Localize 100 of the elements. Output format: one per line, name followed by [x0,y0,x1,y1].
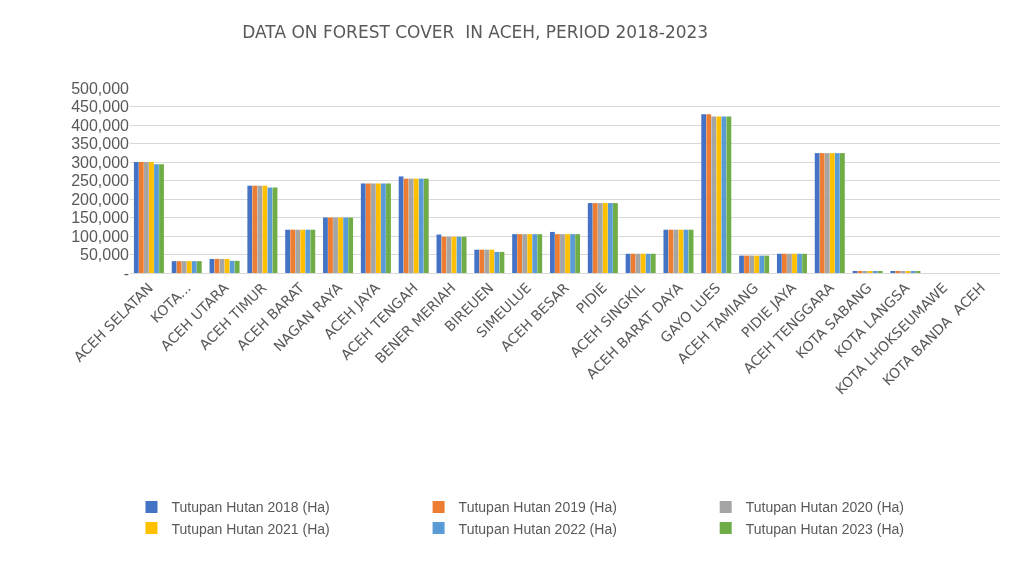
bar [381,183,386,273]
bar [834,153,840,273]
bar [749,255,754,273]
legend-label: Tutupan Hutan 2021 (Ha) [171,520,330,537]
bar [613,203,618,273]
bar [522,234,528,273]
bar [527,234,533,273]
y-tick-label: - [123,264,129,282]
y-tick-label: 150,000 [71,209,130,227]
bar [171,261,177,273]
bar [305,229,311,273]
bar [403,178,409,273]
bar [176,261,182,273]
bar [570,234,575,273]
chart-title: DATA ON FOREST COVER IN ACEH, PERIOD 2018-2023 [242,22,709,43]
bar [744,255,749,273]
bar [829,153,835,273]
bar [663,229,669,273]
bar [512,234,517,273]
bar [418,178,424,273]
y-tick-label: 300,000 [71,153,130,171]
bar [635,253,641,273]
bar [181,261,187,273]
bar [739,255,744,273]
bar [602,203,608,273]
bar [408,178,414,273]
bar [824,153,830,273]
bar [159,164,164,273]
bar [575,234,580,273]
bar [776,253,782,273]
bar [555,234,560,273]
bar [149,162,154,273]
bar [645,253,651,273]
legend-label: Tutupan Hutan 2020 (Ha) [745,499,904,516]
bar [257,185,263,273]
bar [333,217,338,273]
bar [489,249,495,273]
bar [711,116,717,273]
bar [560,234,565,273]
bar [787,253,792,273]
bar [360,183,366,273]
bar [550,231,555,273]
bar [814,153,820,273]
bar [154,164,159,273]
bar [532,234,538,273]
bar [650,253,656,273]
bar [191,261,197,273]
bar [802,253,807,273]
bar [348,217,354,273]
bar [792,253,797,273]
bar [186,261,192,273]
bar [252,185,258,273]
bar [386,183,391,273]
bar [376,183,381,273]
bar [640,253,646,273]
y-tick-label: 50,000 [80,246,130,264]
bar [338,217,343,273]
bar [196,261,202,273]
bar [608,203,613,273]
bar [721,116,727,273]
bar [592,203,598,273]
bar [782,253,787,273]
bar [413,178,419,273]
bar [290,229,296,273]
bar [323,217,328,273]
bar [285,229,290,273]
y-tick-label: 250,000 [71,172,130,190]
bar [759,255,765,273]
bar [370,183,376,273]
bar [537,234,543,273]
bar [474,249,480,273]
bar [365,183,371,273]
bar [840,153,845,273]
bar [565,234,570,273]
bar [144,162,149,273]
bar [328,217,333,273]
legend-label: Tutupan Hutan 2018 (Ha) [171,499,330,516]
bar [517,234,522,273]
bar [819,153,825,273]
bar [597,203,603,273]
y-tick-label: 200,000 [71,190,130,208]
y-tick-label: 500,000 [71,79,130,97]
bar [706,114,712,273]
bar [701,114,707,273]
bar [247,185,253,273]
y-tick-label: 350,000 [71,135,130,153]
bar [587,203,593,273]
bar [234,260,240,273]
bar [310,229,316,273]
bar [229,260,235,273]
bar [484,249,490,273]
bar [479,249,485,273]
bar [300,229,306,273]
legend-label: Tutupan Hutan 2019 (Ha) [458,499,617,516]
bar [343,217,348,273]
y-tick-label: 100,000 [71,227,130,245]
bar [764,255,770,273]
bar [461,236,467,273]
bar [754,255,760,273]
bar [295,229,301,273]
